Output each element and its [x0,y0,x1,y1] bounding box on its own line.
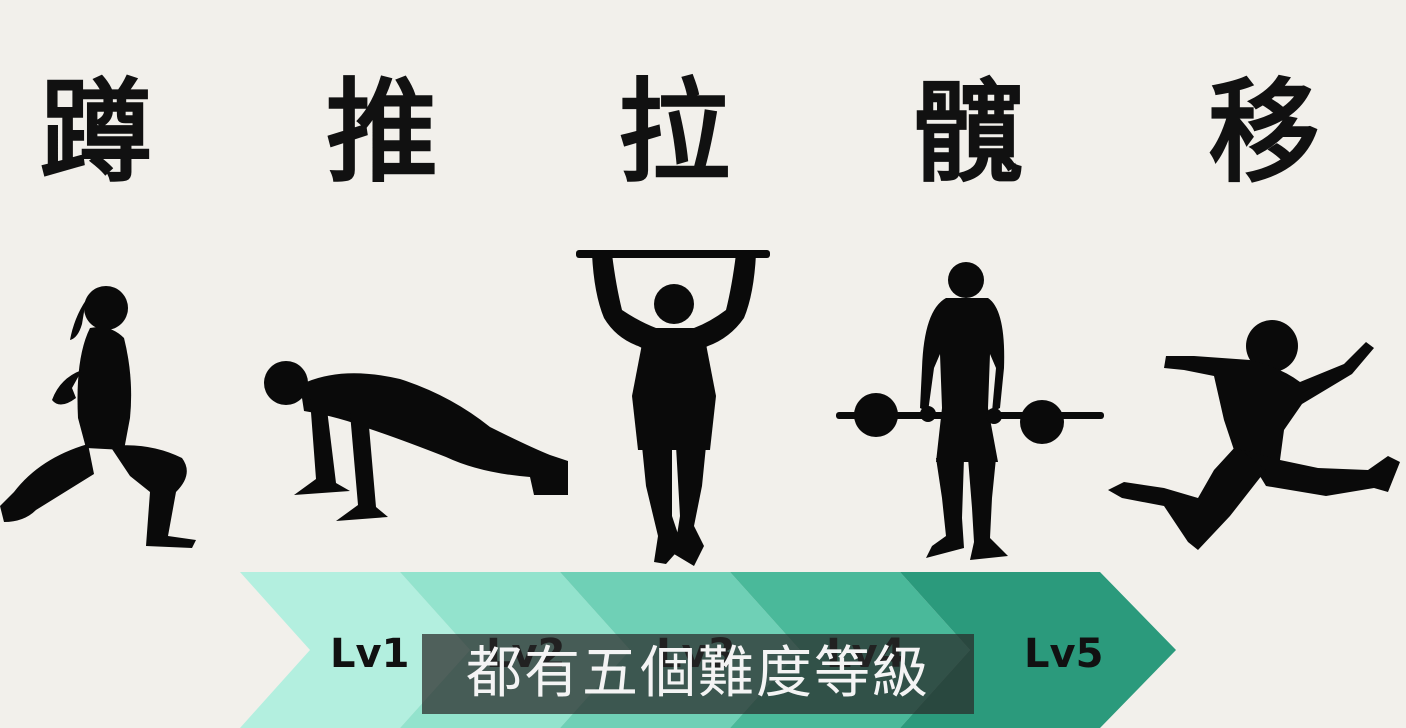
category-pull: 拉 [618,68,730,198]
category-hip: 髖 [912,68,1024,198]
level-5-label: Lv5 [1024,631,1104,677]
pushup-silhouette [250,355,580,530]
pullup-silhouette [576,246,772,576]
level-1-label: Lv1 [330,631,410,677]
category-locomotion: 移 [1208,68,1320,198]
leap-silhouette [1104,320,1404,554]
lunge-silhouette [0,278,200,553]
category-title-row: 蹲 推 拉 髖 移 [0,68,1406,198]
video-subtitle: 都有五個難度等級 [422,634,974,714]
deadlift-silhouette [836,258,1106,578]
category-push: 推 [326,68,438,198]
category-squat: 蹲 [40,68,152,198]
level-1-chevron [240,572,470,728]
